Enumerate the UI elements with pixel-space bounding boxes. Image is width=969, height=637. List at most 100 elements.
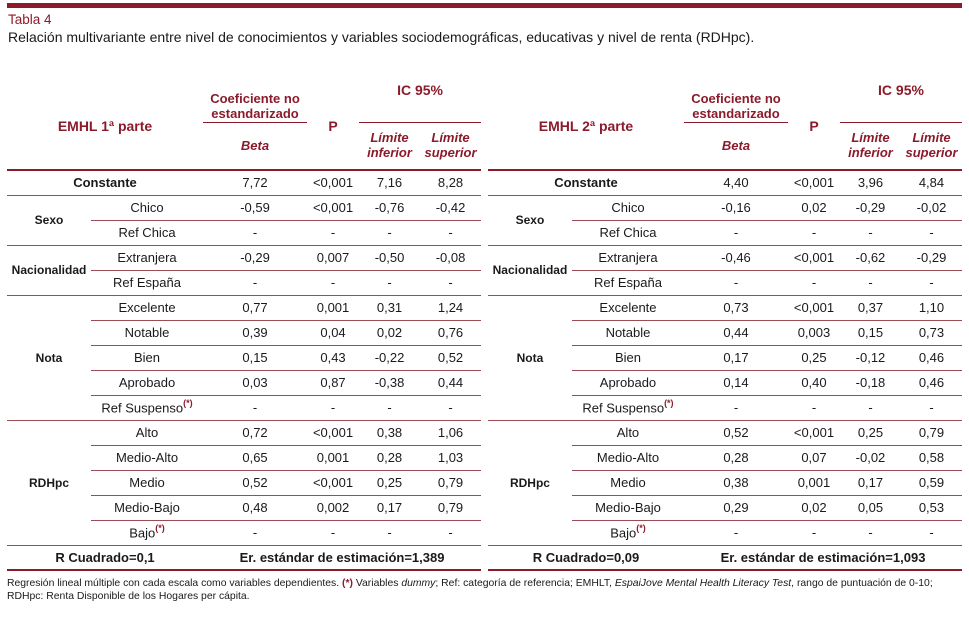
value-cell: 0,76 <box>420 320 482 346</box>
value-cell: - <box>203 395 308 421</box>
value-cell: -0,62 <box>839 245 901 271</box>
value-cell: 1,03 <box>420 445 482 471</box>
value-cell: 0,52 <box>420 345 482 371</box>
value-cell: <0,001 <box>307 420 360 446</box>
value-cell: 0,25 <box>787 345 840 371</box>
table-row: Medio 0,52 <0,001 0,25 0,79 <box>7 470 482 496</box>
table-row: Sexo Chico -0,16 0,02 -0,29 -0,02 <box>487 195 962 246</box>
value-cell: -0,46 <box>683 245 788 271</box>
value-cell: 0,001 <box>307 445 360 471</box>
value-cell: 0,52 <box>203 470 308 496</box>
value-cell: -0,42 <box>420 195 482 221</box>
col-header-ic95: IC 95% <box>839 82 962 123</box>
category-cell: Ref España <box>571 270 684 296</box>
value-cell: -0,02 <box>839 445 901 471</box>
value-cell: - <box>900 220 962 246</box>
value-cell: 0,40 <box>787 370 840 396</box>
value-cell: 0,46 <box>900 345 962 371</box>
group-label-cell: Sexo <box>487 195 572 246</box>
table-row: Ref Suspenso(*) - - - - <box>7 395 482 421</box>
value-cell: 0,38 <box>683 470 788 496</box>
value-cell: 0,04 <box>307 320 360 346</box>
value-cell: -0,02 <box>900 195 962 221</box>
group-label-cell: Nacionalidad <box>7 245 91 296</box>
value-cell: 0,44 <box>683 320 788 346</box>
value-cell: 0,87 <box>307 370 360 396</box>
value-cell: 0,43 <box>307 345 360 371</box>
value-cell: - <box>683 520 788 546</box>
value-cell: - <box>307 220 360 246</box>
value-cell: - <box>839 220 901 246</box>
value-cell: 0,72 <box>203 420 308 446</box>
table-part-title: EMHL 2ª parte <box>487 82 684 171</box>
value-cell: 0,15 <box>203 345 308 371</box>
category-cell: Ref Suspenso(*) <box>571 395 684 421</box>
table-subtitle: Relación multivariante entre nivel de co… <box>8 29 755 45</box>
table-row: Medio-Bajo 0,29 0,02 0,05 0,53 <box>488 495 962 521</box>
value-cell: 0,59 <box>900 470 962 496</box>
table-row: Aprobado 0,03 0,87 -0,38 0,44 <box>7 370 482 396</box>
constant-row: Constante 7,72 <0,001 7,16 8,28 <box>7 170 482 196</box>
group-label-cell: Nota <box>7 295 91 421</box>
col-header-limit-upper: Límite superior <box>420 122 482 171</box>
table-row: Aprobado 0,14 0,40 -0,18 0,46 <box>488 370 962 396</box>
footnote-segment: EspaiJove Mental Health Literacy Test <box>614 578 792 589</box>
value-cell: -0,29 <box>900 245 962 271</box>
value-cell: 0,38 <box>359 420 421 446</box>
value-cell: 0,002 <box>307 495 360 521</box>
value-cell: 3,96 <box>839 170 901 196</box>
value-cell: 0,02 <box>359 320 421 346</box>
col-header-limit-upper: Límite superior <box>900 122 962 171</box>
category-cell: Medio <box>91 470 204 496</box>
value-cell: - <box>359 395 421 421</box>
value-cell: 0,25 <box>359 470 421 496</box>
footnote-segment: , rango de puntuación de 0-10; <box>791 578 933 589</box>
value-cell: 0,28 <box>359 445 421 471</box>
value-cell: -0,08 <box>420 245 482 271</box>
value-cell: 0,03 <box>203 370 308 396</box>
category-cell: Extranjera <box>91 245 204 271</box>
value-cell: 0,73 <box>683 295 788 321</box>
table-row: Nacionalidad Extranjera -0,29 0,007 -0,50 -0,… <box>7 245 482 296</box>
value-cell: 0,73 <box>900 320 962 346</box>
value-cell: 0,003 <box>787 320 840 346</box>
value-cell: 0,28 <box>683 445 788 471</box>
footnote-segment: Variables <box>352 578 402 589</box>
col-header-coef: Coeficiente no estandarizado <box>203 82 308 123</box>
value-cell: 0,001 <box>307 295 360 321</box>
value-cell: 1,24 <box>420 295 482 321</box>
value-cell: - <box>683 270 788 296</box>
summary-std-error: Er. estándar de estimación=1,093 <box>683 545 962 571</box>
value-cell: 0,79 <box>420 495 482 521</box>
value-cell: 7,16 <box>359 170 421 196</box>
value-cell: -0,50 <box>359 245 421 271</box>
value-cell: - <box>359 520 421 546</box>
category-cell: Medio <box>571 470 684 496</box>
value-cell: -0,76 <box>359 195 421 221</box>
value-cell: 0,44 <box>420 370 482 396</box>
table-row: Ref Suspenso(*) - - - - <box>488 395 962 421</box>
footnote-marker: (*) <box>183 398 193 409</box>
table-row: RDHpc Alto 0,52 <0,001 0,25 0,79 <box>487 420 962 546</box>
table-row: Medio-Alto 0,65 0,001 0,28 1,03 <box>7 445 482 471</box>
table-row: Medio-Bajo 0,48 0,002 0,17 0,79 <box>7 495 482 521</box>
table-row: Ref España - - - - <box>488 270 962 296</box>
table-row: Bajo(*) - - - - <box>7 520 482 546</box>
table-number-label: Tabla 4 <box>8 12 52 27</box>
table-row: Nota Excelente 0,77 0,001 0,31 1,24 <box>7 295 482 421</box>
table-row: Nota Excelente 0,73 <0,001 0,37 1,10 <box>487 295 962 421</box>
value-cell: 0,79 <box>900 420 962 446</box>
category-cell: Aprobado <box>571 370 684 396</box>
table-row: Bajo(*) - - - - <box>488 520 962 546</box>
value-cell: 0,17 <box>683 345 788 371</box>
table-row: Nacionalidad Extranjera -0,46 <0,001 -0,62 -0… <box>487 245 962 296</box>
category-cell: Medio-Bajo <box>91 495 204 521</box>
category-cell: Ref Chica <box>571 220 684 246</box>
value-cell: - <box>203 520 308 546</box>
col-header-p: P <box>307 82 360 171</box>
summary-r-squared: R Cuadrado=0,1 <box>7 545 204 571</box>
value-cell: <0,001 <box>787 295 840 321</box>
footnote-line: Regresión lineal múltiple con cada escal… <box>7 577 962 590</box>
value-cell: - <box>359 270 421 296</box>
category-cell: Aprobado <box>91 370 204 396</box>
